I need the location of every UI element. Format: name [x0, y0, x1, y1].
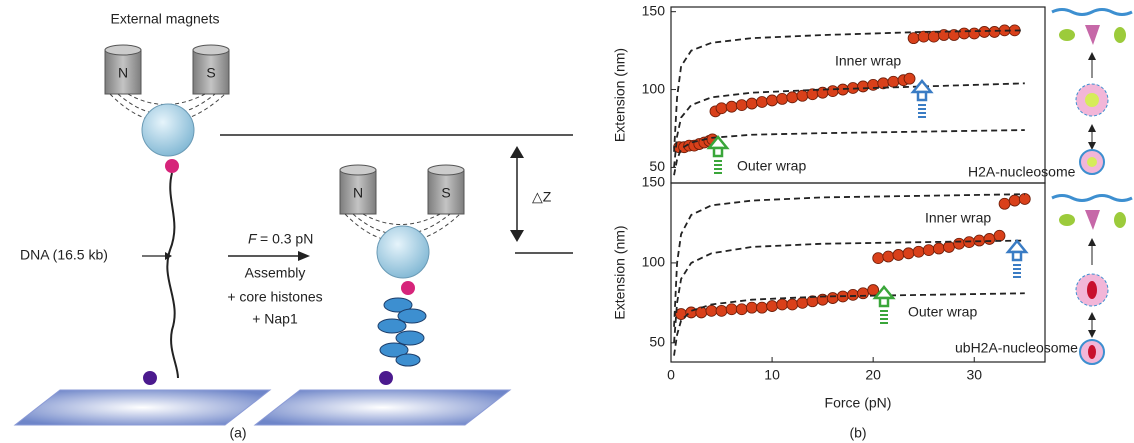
data-point	[776, 92, 789, 105]
magnet-pole: S	[206, 65, 215, 81]
fit-curve	[673, 129, 1025, 176]
data-point	[857, 287, 869, 300]
x-tick-label: 20	[865, 367, 881, 383]
y-tick-label: 150	[642, 2, 666, 18]
data-point	[983, 233, 996, 245]
y-axis-label: Extension (nm)	[612, 48, 628, 142]
magnet-pole: N	[353, 185, 363, 201]
data-point	[907, 32, 920, 45]
data-point	[932, 242, 945, 255]
data-point	[892, 249, 905, 261]
panel-label: (b)	[849, 425, 866, 441]
magnet-pole: N	[118, 65, 128, 81]
data-point	[756, 96, 768, 108]
y-tick-label: 150	[642, 174, 666, 190]
fit-curve	[673, 239, 1025, 343]
data-point	[725, 100, 738, 113]
annotation-arrow	[712, 146, 724, 158]
data-point	[776, 298, 789, 311]
data-point	[735, 99, 748, 112]
annotation: H2A-nucleosome	[968, 164, 1076, 180]
data-point	[887, 75, 900, 88]
annotation-arrow	[916, 90, 928, 102]
data-point	[993, 229, 1006, 242]
data-point	[968, 27, 981, 40]
data-point	[695, 306, 708, 319]
data-point	[1018, 193, 1031, 205]
delta-z: △Z	[532, 189, 552, 205]
magnet-pole: S	[441, 185, 450, 201]
y-tick-label: 50	[649, 158, 665, 174]
plot-frame	[670, 182, 1046, 363]
data-point	[998, 197, 1011, 210]
data-point	[786, 298, 799, 311]
data-point	[857, 80, 869, 93]
fit-curve	[673, 193, 1025, 327]
data-point	[902, 247, 915, 260]
y-tick-label: 100	[642, 80, 666, 96]
data-point	[766, 300, 778, 312]
annotation: Inner wrap	[925, 210, 991, 226]
data-point	[943, 241, 955, 253]
annotation: Outer wrap	[737, 158, 806, 174]
x-tick-label: 10	[764, 367, 780, 383]
step-label: + core histones	[227, 289, 322, 305]
data-point	[786, 91, 799, 104]
data-point	[872, 252, 885, 265]
data-point	[847, 288, 859, 301]
data-point	[796, 89, 809, 102]
fit-curve	[673, 29, 1025, 152]
data-point	[745, 97, 758, 110]
schematic-left: External magnets N S DNA (16.5 kb)	[13, 11, 272, 426]
data-point	[766, 94, 778, 107]
data-point	[922, 244, 935, 257]
data-point	[903, 72, 916, 85]
data-point	[735, 303, 748, 316]
force-symbol: F	[248, 231, 258, 247]
magnets-label: External magnets	[111, 11, 220, 27]
data-point	[705, 304, 718, 317]
data-point	[715, 304, 728, 317]
y-tick-label: 100	[642, 254, 666, 270]
data-point	[953, 237, 965, 250]
data-point	[725, 303, 738, 316]
data-point	[912, 245, 925, 258]
x-tick-label: 30	[966, 367, 982, 383]
panel-label: (a)	[229, 425, 246, 441]
step-label: + Nap1	[252, 311, 298, 327]
data-point	[826, 292, 839, 304]
schematic-right: △Z N S	[220, 134, 573, 426]
data-point	[826, 85, 839, 98]
y-tick-label: 50	[649, 334, 665, 350]
data-point	[958, 27, 971, 40]
y-axis-label: Extension (nm)	[612, 225, 628, 319]
data-point	[882, 250, 895, 263]
fit-curve	[673, 82, 1025, 168]
data-point	[715, 102, 728, 115]
step-label: Assembly	[245, 265, 306, 281]
annotation-arrow	[1011, 250, 1023, 262]
annotation: ubH2A-nucleosome	[955, 340, 1078, 356]
data-point	[927, 30, 940, 43]
data-point	[685, 306, 698, 319]
data-point	[745, 301, 758, 314]
annotation: Outer wrap	[908, 304, 977, 320]
force-value: = 0.3 pN	[260, 231, 313, 247]
x-tick-label: 0	[667, 367, 675, 383]
annotation-arrow	[1005, 239, 1029, 254]
data-point	[756, 301, 768, 314]
data-point	[796, 296, 809, 309]
annotation: Inner wrap	[835, 53, 901, 69]
structure-icons	[1051, 8, 1133, 365]
annotation-arrow	[878, 296, 890, 308]
data-point	[988, 26, 1001, 38]
assembly-step: F = 0.3 pN Assembly + core histones + Na…	[227, 231, 322, 327]
x-axis-label: Force (pN)	[825, 395, 892, 411]
data-point	[1008, 194, 1021, 207]
dna-label: DNA (16.5 kb)	[20, 247, 108, 263]
